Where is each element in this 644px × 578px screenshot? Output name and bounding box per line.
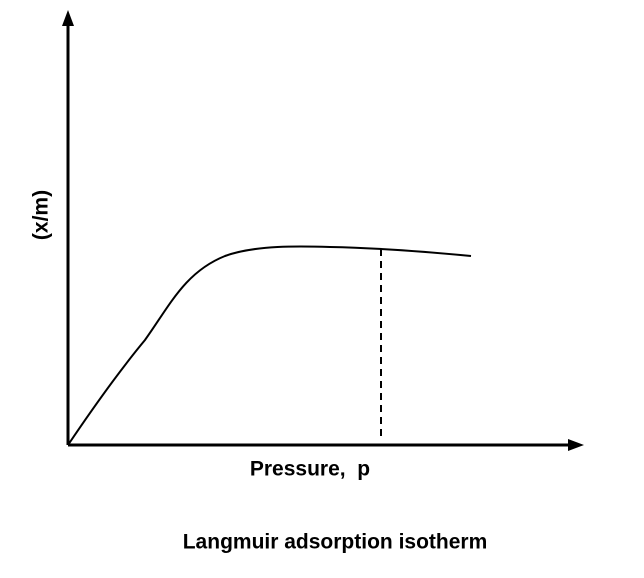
caption: Langmuir adsorption isotherm [183,531,488,554]
y-axis-arrow [62,10,74,26]
y-axis-label: (x/m) [30,190,53,240]
x-axis-label: Pressure, p [250,458,370,481]
x-axis-arrow [568,439,584,451]
isotherm-curve [67,245,472,446]
